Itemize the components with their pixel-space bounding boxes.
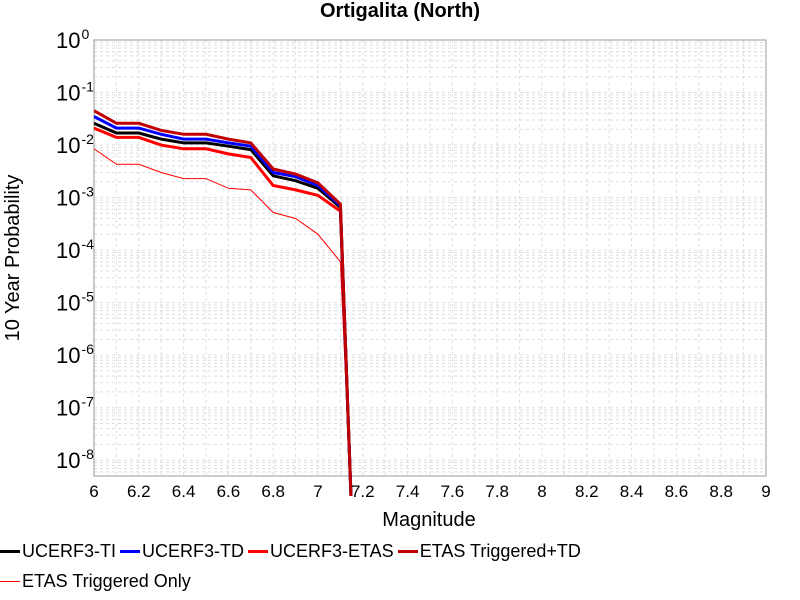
legend-label: UCERF3-TD: [142, 540, 244, 561]
series-line-ucerf3-ti: [94, 121, 353, 496]
x-tick-label: 7.8: [485, 482, 509, 501]
y-tick-label: 100: [56, 26, 89, 53]
series-line-ucerf3-etas: [94, 126, 353, 496]
x-tick-label: 8.8: [709, 482, 733, 501]
x-tick-label: 7: [313, 482, 322, 501]
series-layer: [94, 109, 353, 496]
y-tick-label: 10-3: [56, 184, 94, 211]
x-tick-label: 8.6: [665, 482, 689, 501]
y-tick-label: 10-8: [56, 446, 94, 473]
legend-row: ETAS Triggered Only: [0, 566, 195, 596]
series-line-etas-triggered-only: [94, 148, 352, 496]
x-tick-label: 6.2: [127, 482, 151, 501]
series-line-etas-triggered-td: [94, 109, 353, 496]
legend-label: UCERF3-TI: [22, 540, 116, 561]
legend-item-etas-triggered-only: ETAS Triggered Only: [0, 571, 191, 592]
legend-swatch: [0, 549, 20, 553]
legend-swatch: [120, 549, 140, 553]
x-tick-label: 8.2: [575, 482, 599, 501]
legend-swatch: [0, 580, 20, 582]
x-axis-label: Magnitude: [382, 509, 475, 531]
y-tick-label: 10-1: [56, 79, 94, 106]
x-tick-label: 7.6: [441, 482, 465, 501]
legend-label: UCERF3-ETAS: [270, 540, 394, 561]
chart-title: Ortigalita (North): [320, 0, 480, 22]
x-tick-label: 7.4: [396, 482, 420, 501]
legend-item-ucerf3-ti: UCERF3-TI: [0, 541, 116, 562]
x-tick-label: 8.4: [620, 482, 644, 501]
y-tick-label: 10-6: [56, 341, 94, 368]
legend-label: ETAS Triggered Only: [22, 570, 191, 591]
y-tick-label: 10-5: [56, 289, 94, 316]
x-tick-label: 6.8: [261, 482, 285, 501]
plot-area: [93, 39, 767, 477]
legend-swatch: [397, 549, 418, 553]
y-tick-label: 10-4: [56, 236, 94, 263]
x-axis-ticks: 6 6.2 6.4 6.6 6.8 7 7.2 7.4 7.6 7.8 8 8.2 8.4 8.6 8.8 9: [89, 482, 770, 501]
y-tick-label: 10-2: [56, 131, 94, 158]
x-tick-label: 8: [537, 482, 546, 501]
legend-item-ucerf3-td: UCERF3-TD: [120, 541, 244, 562]
legend-label: ETAS Triggered+TD: [419, 540, 581, 561]
legend-item-ucerf3-etas: UCERF3-ETAS: [248, 541, 394, 562]
y-axis-label: 10 Year Probability: [2, 175, 24, 342]
legend-row: UCERF3-TI UCERF3-TD UCERF3-ETAS ETAS Tri…: [0, 536, 585, 566]
x-tick-label: 6: [89, 482, 98, 501]
y-tick-label: 10-7: [56, 394, 94, 421]
series-line-ucerf3-td: [94, 115, 353, 496]
legend: UCERF3-TI UCERF3-TD UCERF3-ETAS ETAS Tri…: [0, 536, 800, 600]
legend-item-etas-triggered-td: ETAS Triggered+TD: [397, 540, 581, 562]
x-tick-label: 9: [761, 482, 770, 501]
legend-swatch: [248, 549, 268, 553]
x-tick-label: 7.2: [351, 482, 375, 501]
x-tick-label: 6.6: [217, 482, 241, 501]
y-axis-ticks: 100 10-1 10-2 10-3 10-4 10-5 10-6 10-7 10-8: [56, 26, 94, 473]
x-tick-label: 6.4: [172, 482, 196, 501]
grid: [93, 39, 767, 476]
